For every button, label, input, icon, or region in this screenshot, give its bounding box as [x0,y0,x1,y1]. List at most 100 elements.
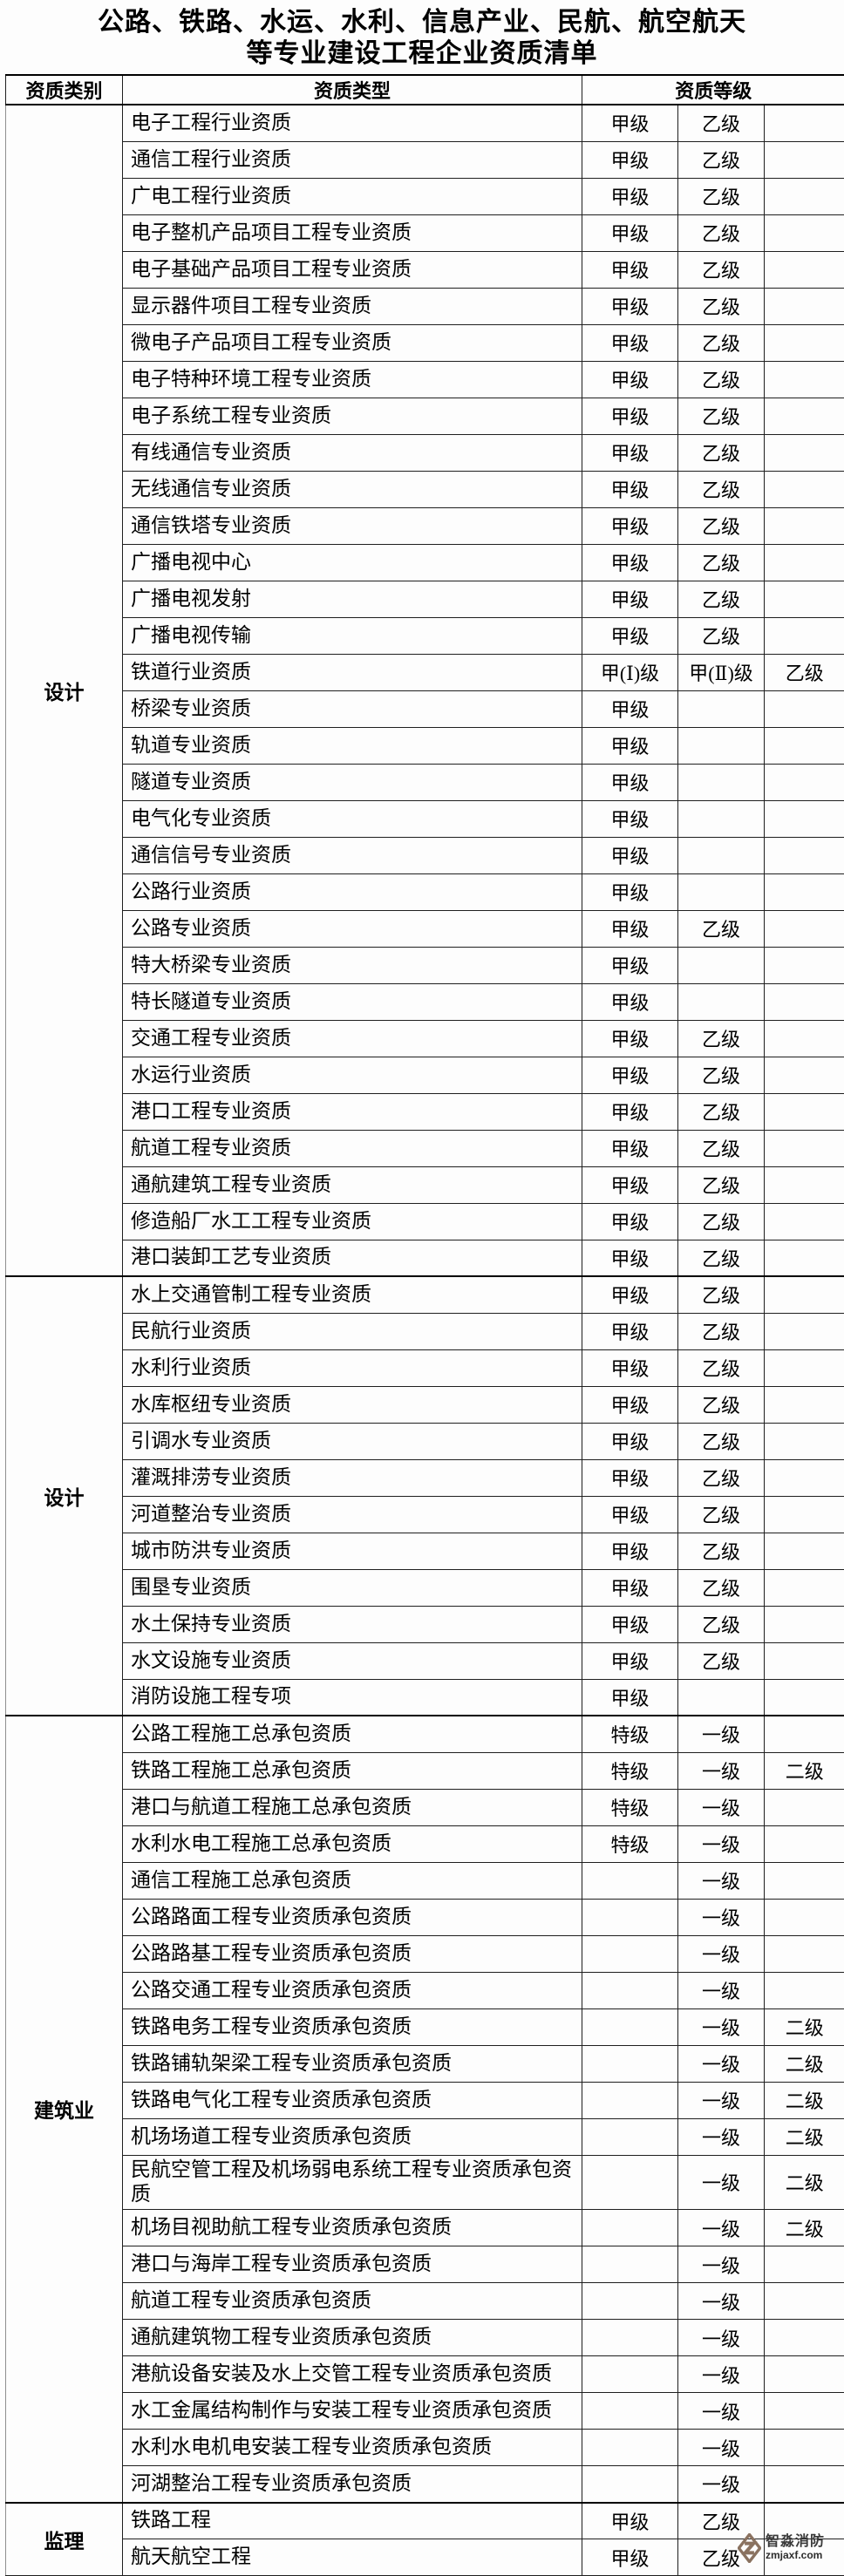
grade-cell-3 [765,1789,844,1825]
table-row: 灌溉排涝专业资质甲级乙级 [6,1459,844,1496]
table-row: 港口工程专业资质甲级乙级 [6,1093,844,1130]
grade-cell-2: 乙级 [678,398,765,434]
grade-cell-3 [765,105,844,141]
grade-cell-3 [765,178,844,214]
table-row: 通航建筑物工程专业资质承包资质一级 [6,2320,844,2356]
grade-cell-3 [765,1459,844,1496]
grade-cell-1: 甲级 [582,1057,678,1093]
grade-cell-1: 甲级 [582,2539,678,2576]
grade-cell-3 [765,544,844,581]
table-row: 通信铁塔专业资质甲级乙级 [6,507,844,544]
qualification-type-cell: 通信铁塔专业资质 [123,507,582,544]
grade-cell-2: 乙级 [678,434,765,471]
table-row: 公路路基工程专业资质承包资质一级 [6,1935,844,1972]
qualification-type-cell: 城市防洪专业资质 [123,1533,582,1569]
grade-cell-3: 二级 [765,2118,844,2155]
header-row: 资质类别 资质类型 资质等级 [6,75,844,105]
grade-cell-2: 乙级 [678,1606,765,1642]
grade-cell-1: 甲级 [582,1423,678,1459]
grade-cell-3 [765,1093,844,1130]
grade-cell-2: 一级 [678,1899,765,1935]
qualification-type-cell: 轨道专业资质 [123,727,582,764]
grade-cell-3 [765,1533,844,1569]
grade-cell-2: 乙级 [678,1130,765,1166]
table-row: 轨道专业资质甲级 [6,727,844,764]
grade-cell-2: 一级 [678,1752,765,1789]
category-cell: 监理 [6,2503,123,2576]
grade-cell-1: 特级 [582,1789,678,1825]
table-row: 显示器件项目工程专业资质甲级乙级 [6,288,844,324]
grade-cell-1 [582,2320,678,2356]
table-row: 水土保持专业资质甲级乙级 [6,1606,844,1642]
grade-cell-1 [582,2466,678,2503]
grade-cell-2: 一级 [678,1935,765,1972]
qualification-type-cell: 铁路电务工程专业资质承包资质 [123,2008,582,2045]
category-cell: 设计 [6,105,123,1276]
grade-cell-2: 乙级 [678,324,765,361]
grade-cell-3 [765,1386,844,1423]
grade-cell-1: 甲级 [582,1130,678,1166]
grade-cell-3 [765,764,844,800]
qualification-type-cell: 通航建筑物工程专业资质承包资质 [123,2320,582,2356]
qualification-type-cell: 港口与航道工程施工总承包资质 [123,1789,582,1825]
grade-cell-1: 甲级 [582,1093,678,1130]
grade-cell-3 [765,214,844,251]
grade-cell-1: 甲级 [582,434,678,471]
table-row: 水工金属结构制作与安装工程专业资质承包资质一级 [6,2393,844,2430]
qualification-type-cell: 修造船厂水工工程专业资质 [123,1203,582,1240]
grade-cell-2: 乙级 [678,581,765,617]
qualification-type-cell: 广播电视传输 [123,617,582,654]
grade-cell-2: 乙级 [678,1240,765,1276]
grade-cell-2: 一级 [678,2246,765,2283]
grade-cell-2: 甲(Ⅱ)级 [678,654,765,690]
qualification-type-cell: 铁路工程 [123,2503,582,2539]
grade-cell-2: 乙级 [678,214,765,251]
grade-cell-2: 一级 [678,1825,765,1862]
grade-cell-1: 甲(Ⅰ)级 [582,654,678,690]
grade-cell-3 [765,1716,844,1752]
qualification-type-cell: 围垦专业资质 [123,1569,582,1606]
grade-cell-3 [765,581,844,617]
grade-cell-1 [582,1899,678,1935]
grade-cell-3 [765,873,844,910]
grade-cell-2: 乙级 [678,1349,765,1386]
grade-cell-1: 甲级 [582,764,678,800]
grade-cell-1: 甲级 [582,873,678,910]
table-row: 民航行业资质甲级乙级 [6,1313,844,1349]
qualification-type-cell: 水利行业资质 [123,1349,582,1386]
grade-cell-3 [765,1349,844,1386]
table-row: 水利行业资质甲级乙级 [6,1349,844,1386]
table-row: 电子特种环境工程专业资质甲级乙级 [6,361,844,398]
grade-cell-3 [765,2283,844,2320]
qualification-type-cell: 水库枢纽专业资质 [123,1386,582,1423]
table-row: 电子基础产品项目工程专业资质甲级乙级 [6,251,844,288]
page-title: 公路、铁路、水运、水利、信息产业、民航、航空航天 等专业建设工程企业资质清单 [0,0,844,70]
table-row: 围垦专业资质甲级乙级 [6,1569,844,1606]
table-row: 航道工程专业资质承包资质一级 [6,2283,844,2320]
grade-cell-2: 一级 [678,2045,765,2082]
table-row: 河道整治专业资质甲级乙级 [6,1496,844,1533]
grade-cell-3: 乙级 [765,654,844,690]
table-row: 电子整机产品项目工程专业资质甲级乙级 [6,214,844,251]
qualification-type-cell: 铁路铺轨架梁工程专业资质承包资质 [123,2045,582,2082]
grade-cell-1: 甲级 [582,1020,678,1057]
grade-cell-2: 乙级 [678,1020,765,1057]
grade-cell-1: 甲级 [582,1203,678,1240]
qualification-type-cell: 公路交通工程专业资质承包资质 [123,1972,582,2008]
table-row: 监理铁路工程甲级乙级 [6,2503,844,2539]
grade-cell-3 [765,361,844,398]
grade-cell-3: 二级 [765,2155,844,2210]
grade-cell-2: 一级 [678,2356,765,2393]
watermark: 智淼消防 zmjaxf.com [738,2533,825,2563]
grade-cell-2: 乙级 [678,361,765,398]
grade-cell-2: 一级 [678,2008,765,2045]
grade-cell-1: 甲级 [582,2503,678,2539]
qualification-type-cell: 机场场道工程专业资质承包资质 [123,2118,582,2155]
qualification-type-cell: 铁道行业资质 [123,654,582,690]
grade-cell-2: 一级 [678,2118,765,2155]
qualification-table: 资质类别 资质类型 资质等级 设计电子工程行业资质甲级乙级通信工程行业资质甲级乙… [5,74,844,2576]
grade-cell-1: 甲级 [582,398,678,434]
grade-cell-3 [765,1313,844,1349]
grade-cell-1: 甲级 [582,1166,678,1203]
grade-cell-2 [678,1679,765,1716]
